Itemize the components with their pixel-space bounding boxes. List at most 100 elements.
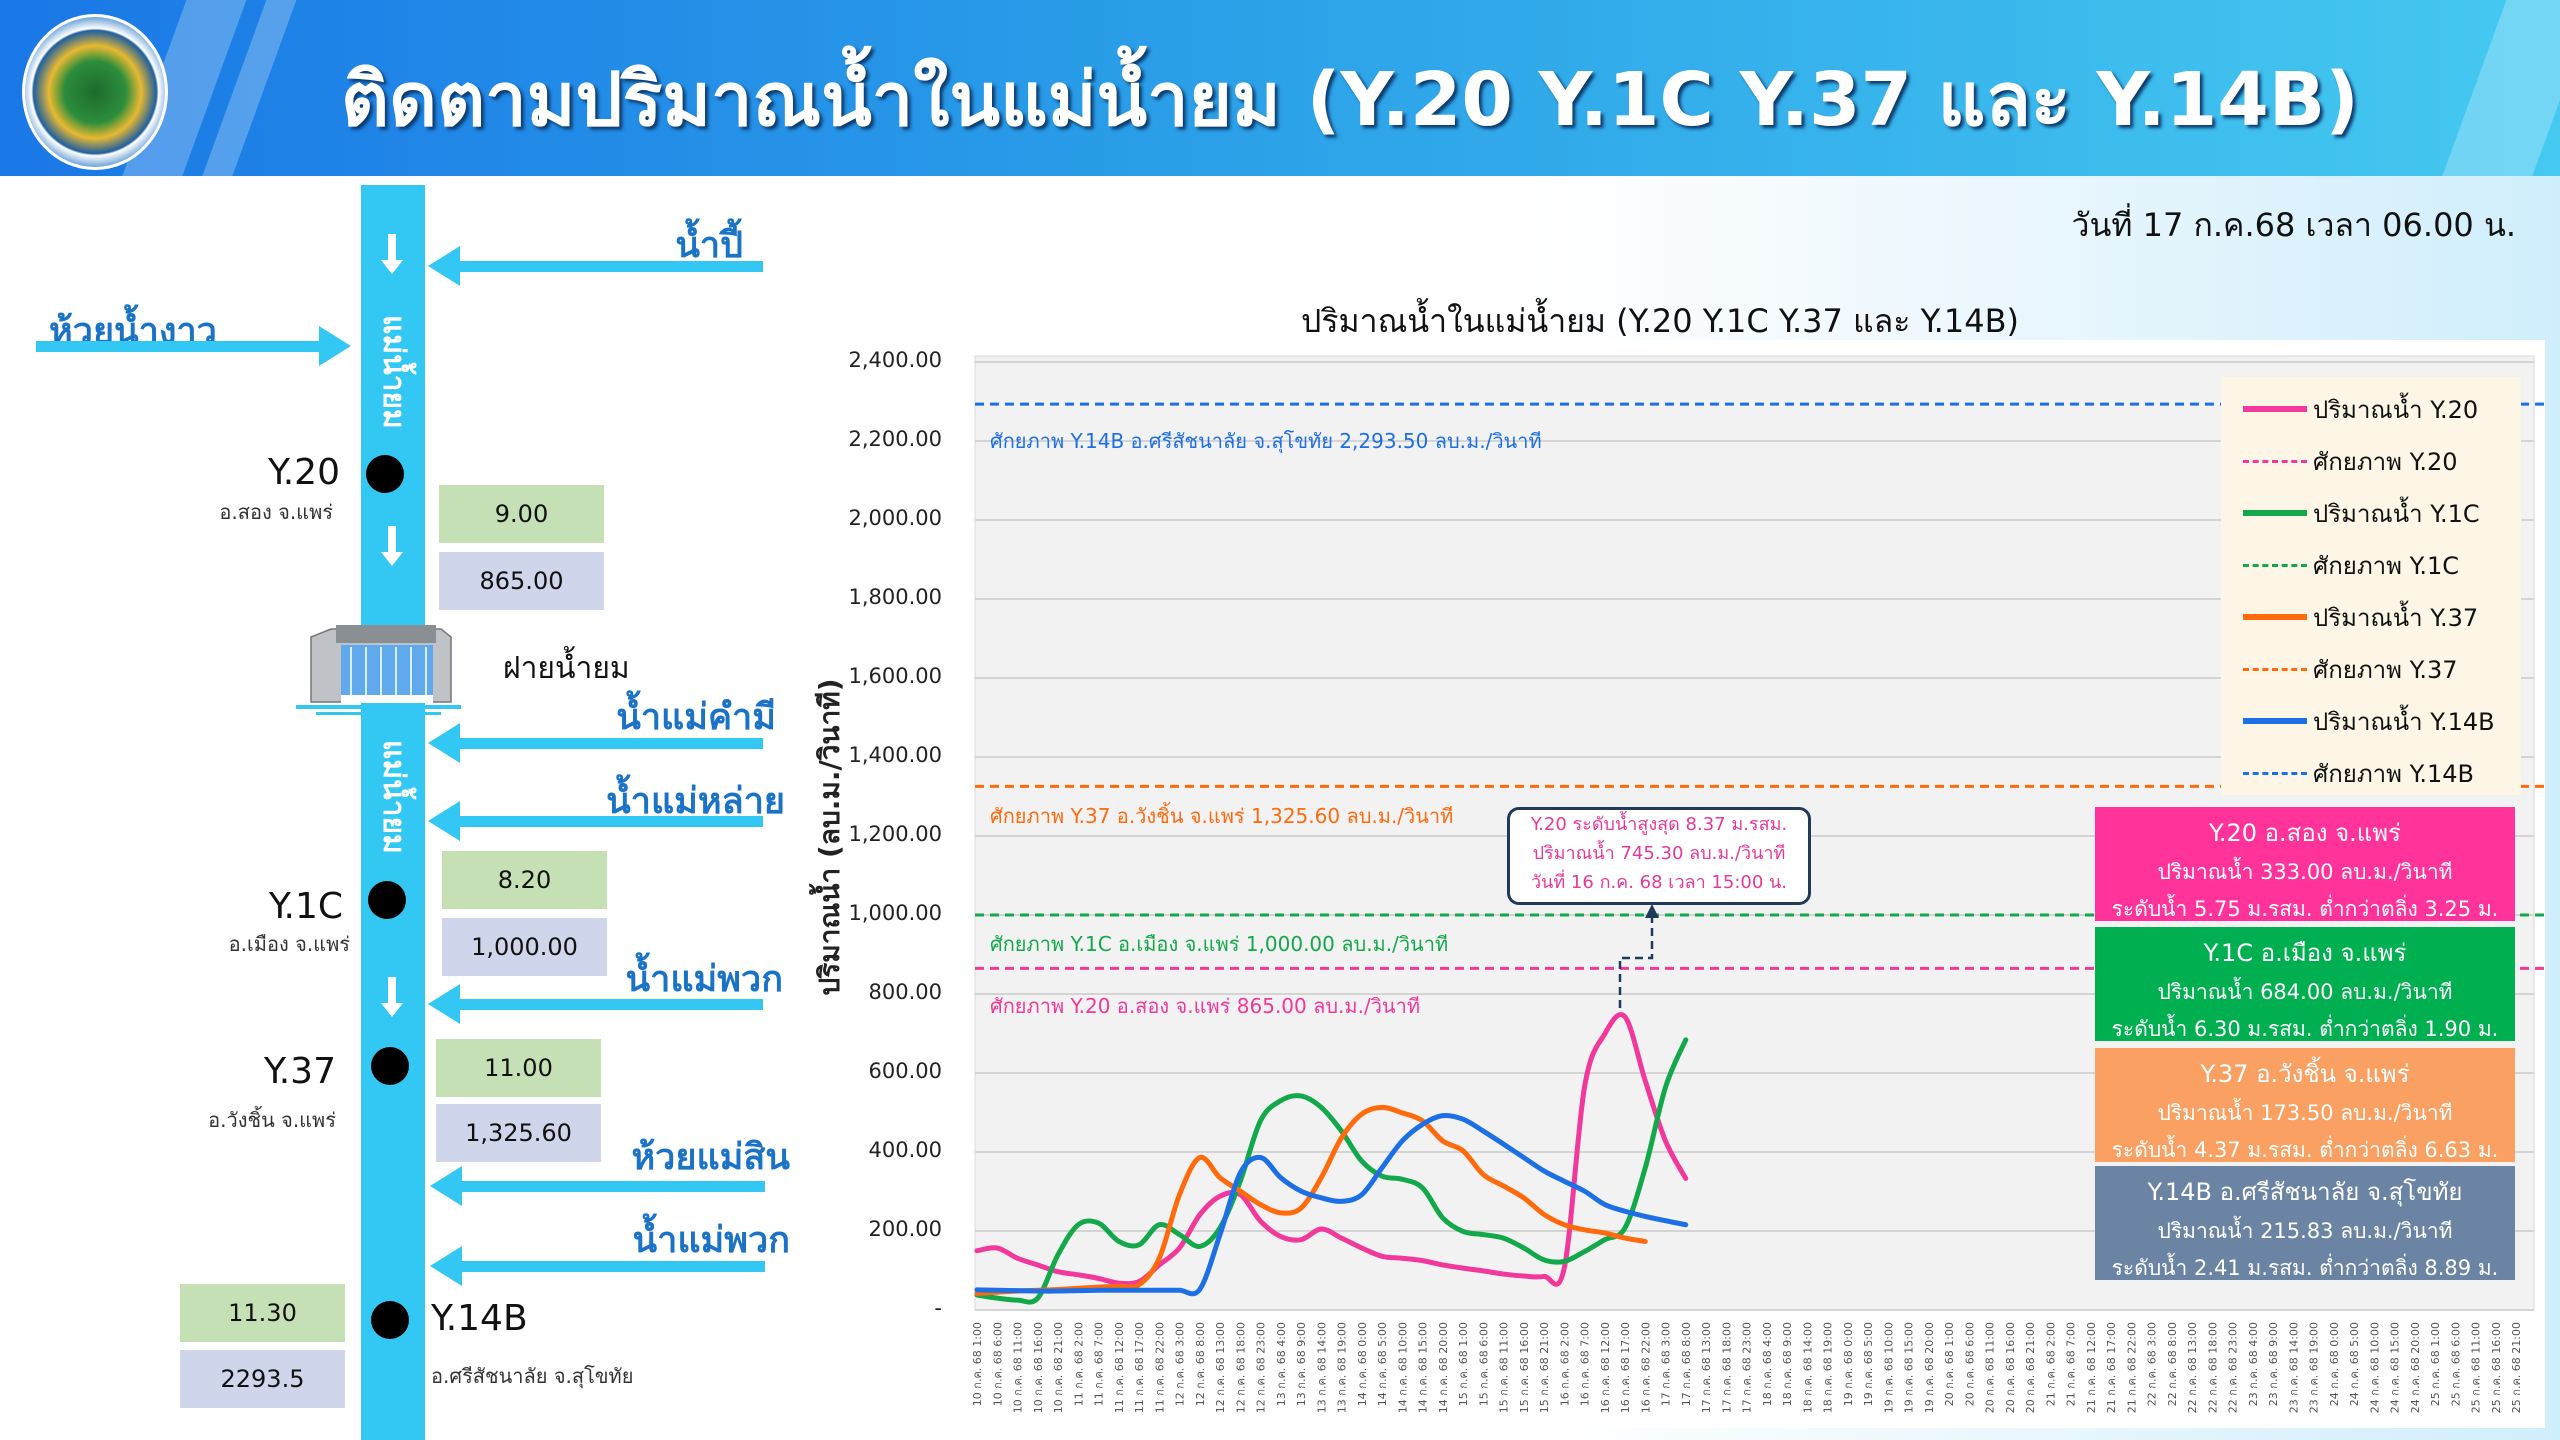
- legend-item: ศักยภาพ Y.1C: [2243, 545, 2459, 585]
- peak-annotation: Y.20 ระดับน้ำสูงสุด 8.37 ม.รสม. ปริมาณน้…: [1507, 807, 1811, 905]
- river-yom-channel: [361, 185, 425, 1440]
- x-tick-label: 24 ก.ค. 68 5:00: [2348, 1322, 2361, 1406]
- dam-label: ฝายน้ำยม: [503, 651, 630, 686]
- x-tick-label: 13 ก.ค. 68 19:00: [1336, 1322, 1349, 1413]
- station-code: Y.1C: [268, 886, 343, 927]
- x-tick-label: 24 ก.ค. 68 20:00: [2409, 1322, 2422, 1413]
- legend-item: ปริมาณน้ำ Y.14B: [2243, 701, 2495, 741]
- info-title: Y.37 อ.วังชิ้น จ.แพร่: [2200, 1060, 2410, 1088]
- bank-level-value: 9.00: [439, 485, 604, 543]
- x-tick-label: 21 ก.ค. 68 17:00: [2105, 1322, 2118, 1413]
- x-tick-label: 22 ก.ค. 68 3:00: [2146, 1322, 2159, 1406]
- x-tick-label: 21 ก.ค. 68 7:00: [2065, 1322, 2078, 1406]
- x-tick-label: 14 ก.ค. 68 10:00: [1396, 1322, 1409, 1413]
- weir-dam-icon: [296, 625, 461, 715]
- x-tick-label: 20 ก.ค. 68 21:00: [2024, 1322, 2037, 1413]
- x-tick-label: 19 ก.ค. 68 0:00: [1842, 1322, 1855, 1406]
- tributary-label: น้ำปี้: [675, 225, 743, 266]
- chart-legend: ปริมาณน้ำ Y.20 ศักยภาพ Y.20 ปริมาณน้ำ Y.1C…: [2221, 377, 2521, 795]
- y-tick-label: 600.00: [868, 1059, 942, 1083]
- station-code: Y.14B: [431, 1298, 528, 1339]
- x-tick-label: 17 ก.ค. 68 13:00: [1700, 1322, 1713, 1413]
- x-tick-label: 24 ก.ค. 68 0:00: [2328, 1322, 2341, 1406]
- y-tick-label: 1,600.00: [848, 664, 942, 688]
- station-marker-y20: [366, 455, 404, 493]
- station-code: Y.20: [268, 452, 340, 493]
- legend-item: ศักยภาพ Y.20: [2243, 441, 2458, 481]
- legend-item: ปริมาณน้ำ Y.37: [2243, 597, 2478, 637]
- legend-label: ศักยภาพ Y.37: [2313, 655, 2458, 684]
- x-tick-label: 16 ก.ค. 68 7:00: [1579, 1322, 1592, 1406]
- x-tick-label: 18 ก.ค. 68 9:00: [1781, 1322, 1794, 1406]
- x-tick-label: 23 ก.ค. 68 4:00: [2247, 1322, 2260, 1406]
- annotation-arrow-icon: [1645, 904, 1659, 918]
- x-tick-label: 24 ก.ค. 68 10:00: [2368, 1322, 2381, 1413]
- bank-level-value: 8.20: [442, 851, 607, 909]
- annotation-line: Y.20 ระดับน้ำสูงสุด 8.37 ม.รสม.: [1530, 814, 1788, 835]
- legend-label: ปริมาณน้ำ Y.20: [2313, 395, 2479, 424]
- info-level: ระดับน้ำ 6.30 ม.รสม. ต่ำกว่าตลิ่ง 1.90 ม…: [2111, 1017, 2499, 1041]
- x-tick-label: 17 ก.ค. 68 3:00: [1660, 1322, 1673, 1406]
- x-tick-label: 20 ก.ค. 68 1:00: [1943, 1322, 1956, 1406]
- inflow-arrow-icon: [428, 246, 763, 286]
- x-tick-label: 15 ก.ค. 68 6:00: [1477, 1322, 1490, 1406]
- series-line-y20: [974, 1012, 1689, 1287]
- station-marker-y14b: [371, 1301, 409, 1339]
- x-tick-label: 15 ก.ค. 68 16:00: [1518, 1322, 1531, 1413]
- annotation-line: ปริมาณน้ำ 745.30 ลบ.ม./วินาที: [1532, 843, 1786, 864]
- station-code: Y.37: [264, 1051, 336, 1092]
- x-tick-label: 21 ก.ค. 68 2:00: [2044, 1322, 2057, 1406]
- bank-level-value: 11.30: [180, 1284, 345, 1342]
- x-tick-label: 17 ก.ค. 68 18:00: [1720, 1322, 1733, 1413]
- tributary-label: น้ำแม่พวก: [625, 959, 784, 1000]
- legend-label: ปริมาณน้ำ Y.14B: [2313, 707, 2495, 736]
- y-tick-label: 2,000.00: [848, 506, 942, 530]
- legend-item: ศักยภาพ Y.37: [2243, 649, 2458, 689]
- legend-swatch: [2243, 718, 2307, 724]
- x-tick-label: 22 ก.ค. 68 18:00: [2206, 1322, 2219, 1413]
- y-tick-label: 2,200.00: [848, 427, 942, 451]
- x-tick-label: 25 ก.ค. 68 16:00: [2490, 1322, 2503, 1413]
- capacity-line-label: ศักยภาพ Y.20 อ.สอง จ.แพร่ 865.00 ลบ.ม./ว…: [990, 994, 1421, 1018]
- x-tick-label: 20 ก.ค. 68 11:00: [1984, 1322, 1997, 1413]
- station-location: อ.วังชิ้น จ.แพร่: [208, 1108, 336, 1132]
- x-tick-label: 24 ก.ค. 68 15:00: [2389, 1322, 2402, 1413]
- capacity-line-label: ศักยภาพ Y.37 อ.วังชิ้น จ.แพร่ 1,325.60 ล…: [990, 804, 1454, 828]
- x-tick-label: 10 ก.ค. 68 6:00: [991, 1322, 1004, 1406]
- inflow-arrow-icon: [428, 723, 763, 763]
- inflow-arrow-icon: [430, 1246, 765, 1286]
- bank-level-value: 11.00: [436, 1039, 601, 1097]
- info-flow: ปริมาณน้ำ 684.00 ลบ.ม./วินาที: [2157, 980, 2453, 1004]
- station-info-box: Y.1C อ.เมือง จ.แพร่ ปริมาณน้ำ 684.00 ลบ.ม…: [2095, 927, 2515, 1041]
- station-location: อ.ศรีสัชนาลัย จ.สุโขทัย: [431, 1364, 634, 1388]
- x-tick-label: 10 ก.ค. 68 16:00: [1032, 1322, 1045, 1413]
- legend-swatch: [2243, 667, 2307, 671]
- x-tick-label: 18 ก.ค. 68 4:00: [1761, 1322, 1774, 1406]
- legend-item: ปริมาณน้ำ Y.1C: [2243, 493, 2480, 533]
- x-tick-label: 25 ก.ค. 68 6:00: [2449, 1322, 2462, 1406]
- x-tick-label: 16 ก.ค. 68 2:00: [1558, 1322, 1571, 1406]
- x-tick-label: 11 ก.ค. 68 2:00: [1072, 1322, 1085, 1406]
- legend-label: ปริมาณน้ำ Y.1C: [2313, 499, 2480, 528]
- station-location: อ.เมือง จ.แพร่: [228, 932, 350, 956]
- x-tick-label: 12 ก.ค. 68 3:00: [1174, 1322, 1187, 1406]
- x-tick-label: 23 ก.ค. 68 14:00: [2287, 1322, 2300, 1413]
- y-tick-label: 1,800.00: [848, 585, 942, 609]
- capacity-line-label: ศักยภาพ Y.1C อ.เมือง จ.แพร่ 1,000.00 ลบ.…: [990, 932, 1449, 956]
- legend-swatch: [2243, 406, 2307, 412]
- info-flow: ปริมาณน้ำ 333.00 ลบ.ม./วินาที: [2157, 860, 2453, 884]
- info-title: Y.20 อ.สอง จ.แพร่: [2209, 819, 2401, 847]
- x-tick-label: 21 ก.ค. 68 12:00: [2085, 1322, 2098, 1413]
- x-tick-label: 15 ก.ค. 68 21:00: [1538, 1322, 1551, 1413]
- x-tick-label: 18 ก.ค. 68 14:00: [1801, 1322, 1814, 1413]
- page-title: ติดตามปริมาณน้ำในแม่น้ำยม (Y.20 Y.1C Y.3…: [341, 57, 2359, 143]
- legend-swatch: [2243, 614, 2307, 620]
- x-tick-label: 22 ก.ค. 68 13:00: [2186, 1322, 2199, 1413]
- x-tick-label: 21 ก.ค. 68 22:00: [2125, 1322, 2138, 1413]
- info-title: Y.14B อ.ศรีสัชนาลัย จ.สุโขทัย: [2147, 1178, 2463, 1206]
- x-tick-label: 15 ก.ค. 68 11:00: [1498, 1322, 1511, 1413]
- info-level: ระดับน้ำ 2.41 ม.รสม. ต่ำกว่าตลิ่ง 8.89 ม…: [2111, 1256, 2499, 1280]
- inflow-arrow-icon: [428, 801, 763, 841]
- x-tick-label: 11 ก.ค. 68 7:00: [1093, 1322, 1106, 1406]
- series-line-y1c: [974, 1037, 1689, 1305]
